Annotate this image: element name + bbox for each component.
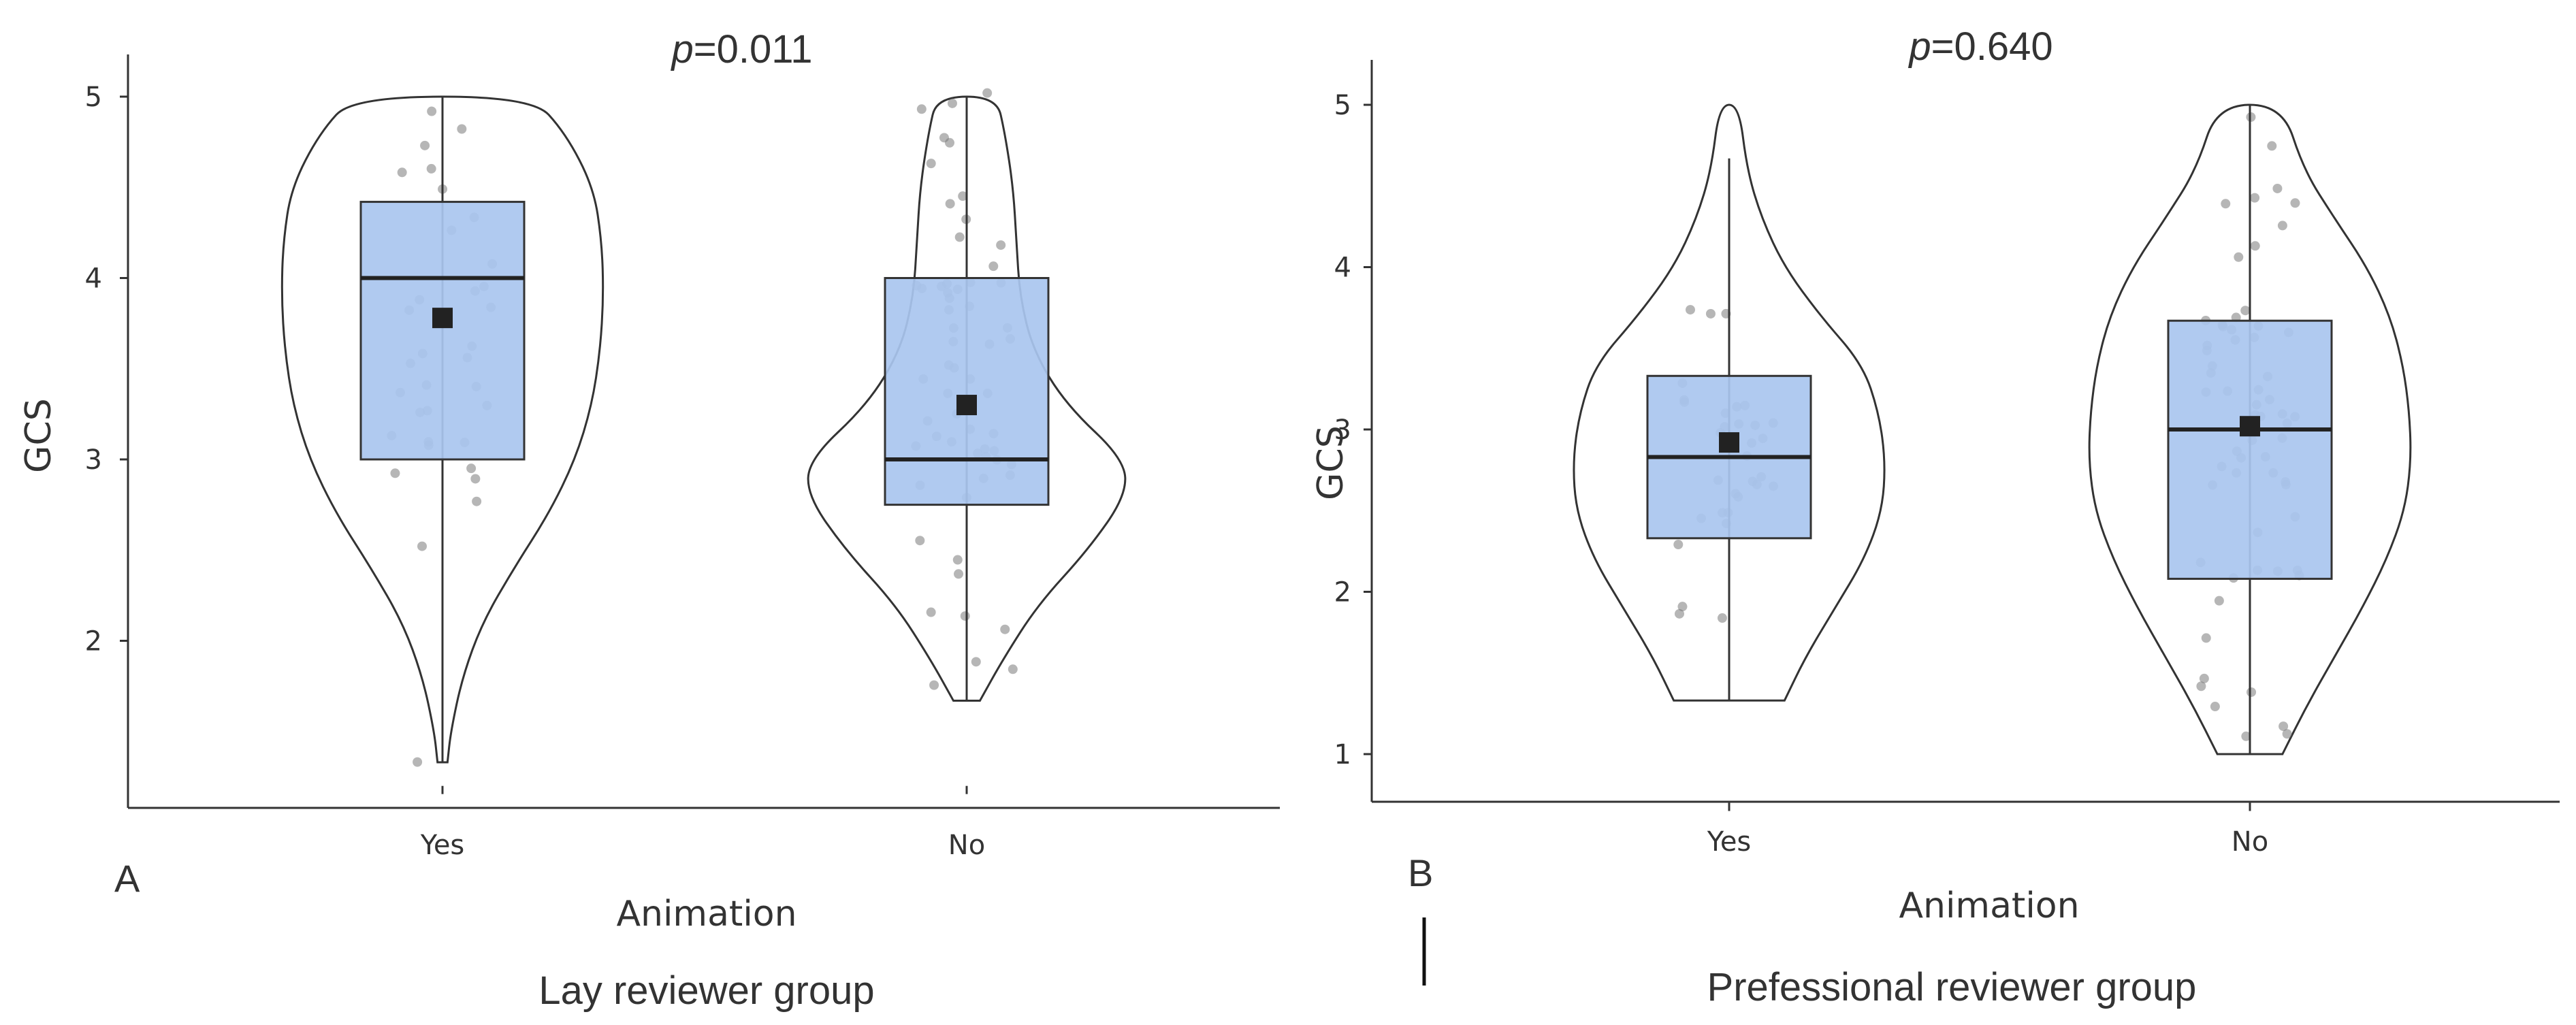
jitter-point [2201,633,2211,643]
jitter-point [945,199,955,209]
mean-marker [1719,432,1739,453]
jitter-point [971,657,981,667]
jitter-point [2240,306,2251,316]
jitter-point [947,98,957,108]
y-tick-label: 4 [1334,253,1351,284]
x-ticks: Yes No [420,785,985,861]
jitter-point [1008,664,1018,674]
jitter-point [926,159,936,169]
panel-letter: B [1408,851,1433,894]
y-axis-title: GCS [18,398,59,473]
jitter-point [420,140,430,150]
box-plots [359,97,1050,763]
y-tick-label: 1 [1334,739,1351,770]
box-iqr [359,201,526,461]
jitter-point [457,124,467,134]
jitter-point [960,611,970,621]
jitter-point [1674,608,1684,619]
y-tick-label: 4 [85,263,102,295]
panel-b-professional-reviewer: 1 2 3 4 5 Yes No p=0.640 GCS Animation B Pref… [1310,25,2560,1009]
jitter-point [926,607,936,617]
y-tick-label: 5 [1334,90,1351,121]
violin-outline-no [807,95,1127,702]
jitter-point [954,569,964,579]
jitter-point [470,474,481,484]
jitter-point [2221,199,2231,209]
box-iqr [2167,319,2333,580]
y-tick-label: 2 [85,626,102,657]
y-tick-label: 5 [85,82,102,113]
mean-marker [956,395,977,416]
jitter-point [2196,681,2206,692]
x-tick-label: Yes [1707,826,1752,858]
y-ticks: 2 3 4 5 [85,82,128,657]
x-tick-label: No [948,830,985,861]
jitter-point [1677,602,1688,612]
jitter-point [1673,540,1684,550]
jitter-point [929,680,939,690]
x-ticks: Yes No [1707,802,2268,858]
jitter-point [1717,613,1727,623]
jitter-point [413,757,423,767]
violin-outline-yes [1573,103,1886,702]
jitter-point [417,541,428,551]
jitter-point [915,536,925,546]
jitter-point [2277,221,2287,231]
jitter-point [2290,198,2300,208]
jitter-point [1705,308,1716,319]
figure-caption: Prefessional reviewer group [1707,965,2197,1009]
jitter-point [954,232,965,242]
y-tick-label: 2 [1334,577,1351,608]
panel-letter: A [114,857,140,900]
jitter-point [2247,687,2257,697]
jitter-point [2279,721,2289,732]
jitter-point [1686,305,1696,315]
jitter-point [426,163,436,174]
y-axis-title: GCS [1310,425,1351,500]
figure-caption: Lay reviewer group [538,969,874,1013]
jitter-point [916,104,927,114]
jitter-point [2272,183,2283,193]
x-axis-title: Animation [616,894,796,934]
jitter-point [390,468,400,478]
jitter-point [982,88,993,98]
violin-shapes [1573,103,2412,755]
jitter-point [939,133,949,143]
mean-marker [432,308,453,329]
jitter-point [2250,241,2260,251]
box-plots [1646,105,2333,754]
panel-a-lay-reviewer: 2 3 4 5 Yes No p=0.011 GCS Animation A Lay r… [18,27,1280,1013]
jitter-point [958,191,968,201]
jitter-point [2210,702,2220,712]
x-tick-label: Yes [420,830,465,861]
jitter-point [2241,731,2251,741]
jitter-point [2282,729,2292,739]
violin-outline-no [2088,103,2412,755]
jitter-point [996,240,1006,250]
jitter-point [2214,596,2224,606]
jitter-point [2250,193,2260,203]
jitter-point [2234,252,2244,262]
mean-marker [2240,416,2260,437]
jitter-point [2199,673,2209,683]
p-value-label: p=0.011 [671,27,813,71]
y-tick-label: 3 [1334,414,1351,446]
jitter-point [466,463,477,474]
jitter-point [952,555,963,565]
y-ticks: 1 2 3 4 5 [1334,90,1372,770]
violin-outline-yes [280,95,605,764]
jitter-point [2267,141,2277,151]
jitter-point [427,106,437,116]
jitter-point [1000,624,1010,634]
jitter-point [397,167,407,178]
x-tick-label: No [2232,826,2268,858]
y-tick-label: 3 [85,444,102,476]
violin-shapes [280,95,1127,764]
p-value-label: p=0.640 [1907,25,2052,69]
jitter-point [988,261,999,272]
jitter-point [472,496,482,506]
box-iqr [884,277,1050,506]
x-axis-title: Animation [1899,885,2079,926]
